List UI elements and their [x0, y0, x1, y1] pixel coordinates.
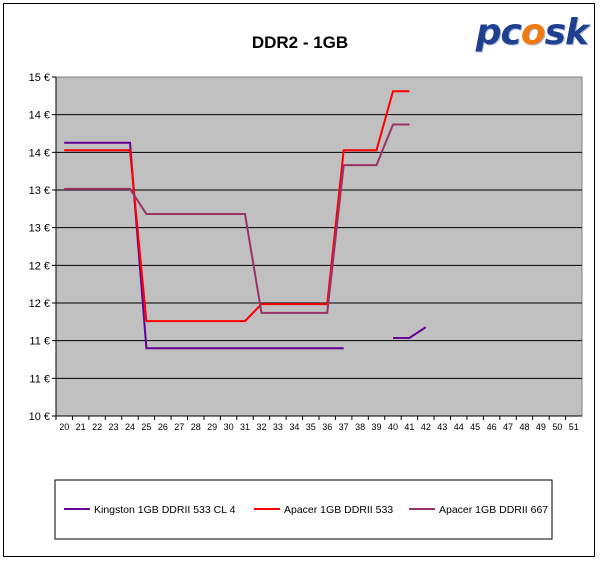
x-tick-label: 30 — [224, 422, 234, 432]
legend-label-1: Kingston 1GB DDRII 533 CL 4 — [94, 504, 236, 516]
x-tick-label: 47 — [503, 422, 513, 432]
series-line-3 — [64, 123, 410, 314]
plot-background — [55, 76, 583, 417]
legend: Kingston 1GB DDRII 533 CL 4 Apacer 1GB DD… — [54, 479, 553, 540]
x-tick-label: 35 — [306, 422, 316, 432]
x-tick-label: 49 — [536, 422, 546, 432]
x-tick-label: 31 — [240, 422, 250, 432]
pcosk-logo: pcosk — [475, 12, 589, 53]
y-tick-label: 13 € — [29, 185, 50, 197]
x-tick-label: 45 — [470, 422, 480, 432]
x-tick-label: 43 — [437, 422, 447, 432]
chart-title: DDR2 - 1GB — [252, 33, 348, 52]
x-tick-label: 22 — [92, 422, 102, 432]
x-tick-label: 25 — [141, 422, 151, 432]
x-tick-label: 32 — [256, 422, 266, 432]
y-tick-label: 15 € — [29, 72, 50, 84]
x-tick-label: 23 — [109, 422, 119, 432]
x-tick-label: 42 — [421, 422, 431, 432]
x-tick-label: 40 — [388, 422, 398, 432]
logo-text-left: pc — [475, 12, 522, 53]
y-tick-label: 14 € — [29, 110, 50, 122]
x-tick-label: 39 — [372, 422, 382, 432]
x-tick-label: 38 — [355, 422, 365, 432]
x-tick-label: 46 — [487, 422, 497, 432]
y-tick-label: 11 € — [29, 373, 50, 385]
legend-label-3: Apacer 1GB DDRII 667 — [439, 504, 548, 516]
x-tick-label: 50 — [552, 422, 562, 432]
y-tick-label: 13 € — [29, 223, 50, 235]
series-line-2 — [64, 90, 410, 323]
x-tick-label: 29 — [207, 422, 217, 432]
logo-flame: o — [520, 12, 546, 53]
legend-box — [54, 479, 553, 540]
x-tick-label: 20 — [59, 422, 69, 432]
plot-area: 10 € 11 € 11 € 12 € 12 € 13 € 13 € 14 € 14 € 15 €… — [29, 72, 583, 432]
y-tick-label: 12 € — [29, 298, 50, 310]
x-tick-label: 21 — [76, 422, 86, 432]
x-tick-label: 41 — [404, 422, 414, 432]
x-tick-label: 37 — [339, 422, 349, 432]
x-tick-label: 36 — [322, 422, 332, 432]
x-tick-label: 28 — [191, 422, 201, 432]
y-tick-label: 14 € — [29, 147, 50, 159]
x-tick-label: 27 — [174, 422, 184, 432]
x-tick-label: 33 — [273, 422, 283, 432]
x-tick-label: 44 — [454, 422, 464, 432]
x-tick-label: 51 — [569, 422, 579, 432]
series-line-1 — [393, 326, 427, 339]
legend-label-2: Apacer 1GB DDRII 533 — [284, 504, 393, 516]
logo-text-right: sk — [544, 12, 589, 53]
y-tick-label: 12 € — [29, 260, 50, 272]
x-tick-label: 34 — [289, 422, 299, 432]
y-tick-label: 11 € — [29, 336, 50, 348]
x-tick-label: 24 — [125, 422, 135, 432]
series-line-1 — [64, 141, 344, 350]
x-tick-label: 26 — [158, 422, 168, 432]
y-tick-label: 10 € — [29, 411, 50, 423]
x-tick-label: 48 — [519, 422, 529, 432]
